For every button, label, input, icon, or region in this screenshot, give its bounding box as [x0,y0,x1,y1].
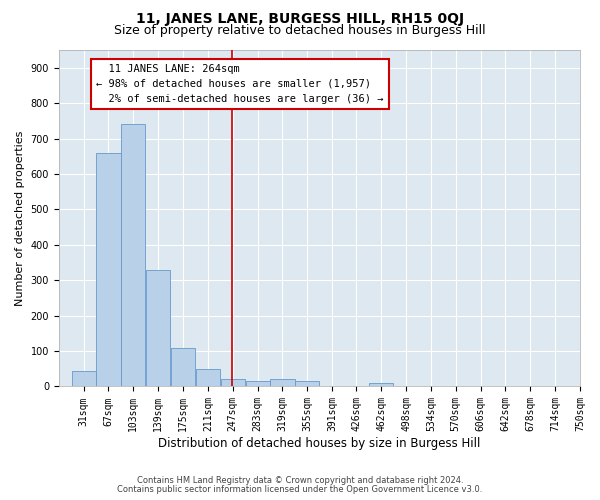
Bar [295,381,319,386]
Y-axis label: Number of detached properties: Number of detached properties [15,130,25,306]
Text: Contains public sector information licensed under the Open Government Licence v3: Contains public sector information licen… [118,485,482,494]
Text: 11, JANES LANE, BURGESS HILL, RH15 0QJ: 11, JANES LANE, BURGESS HILL, RH15 0QJ [136,12,464,26]
Bar [245,381,269,386]
Bar [196,369,220,386]
Bar [171,348,195,387]
Text: 11 JANES LANE: 264sqm  
← 98% of detached houses are smaller (1,957)
  2% of sem: 11 JANES LANE: 264sqm ← 98% of detached … [96,64,383,104]
Bar [71,370,96,386]
Bar [271,380,295,386]
Bar [369,383,393,386]
Text: Contains HM Land Registry data © Crown copyright and database right 2024.: Contains HM Land Registry data © Crown c… [137,476,463,485]
Text: Size of property relative to detached houses in Burgess Hill: Size of property relative to detached ho… [114,24,486,37]
Bar [121,124,145,386]
Bar [221,380,245,386]
X-axis label: Distribution of detached houses by size in Burgess Hill: Distribution of detached houses by size … [158,437,481,450]
Bar [97,152,121,386]
Bar [146,270,170,386]
